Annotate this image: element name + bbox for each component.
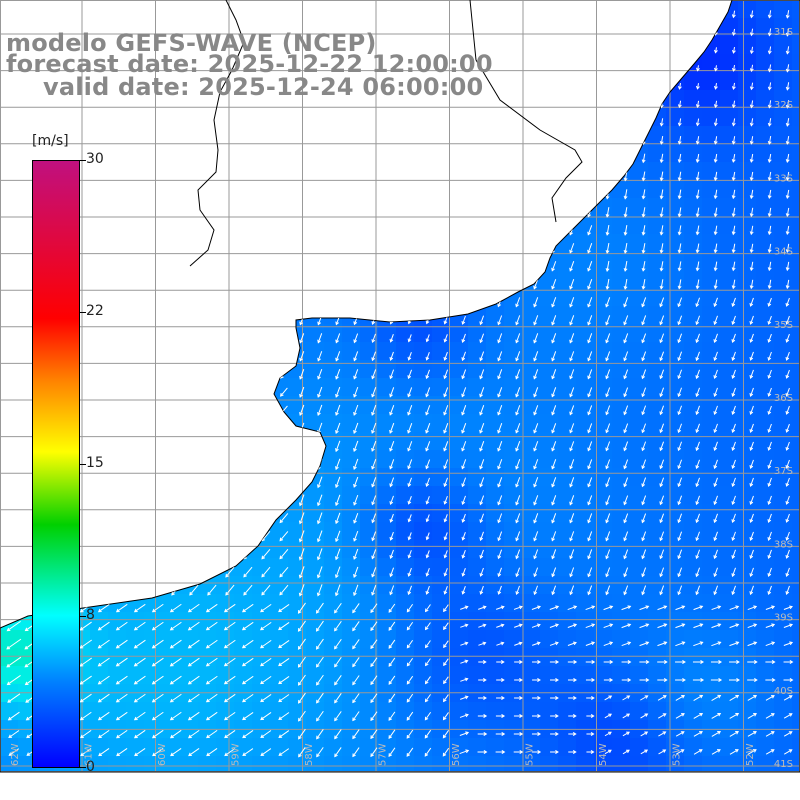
lon-label-53w: 53W bbox=[672, 743, 683, 766]
lon-label-62w: 62W bbox=[10, 743, 21, 766]
latitude-labels: 31S 32S 33S 34S 35S 36S 37S 38S 39S 40S 41S bbox=[774, 27, 793, 770]
lat-label-41s: 41S bbox=[774, 759, 793, 770]
coastline bbox=[0, 0, 800, 773]
legend-tickmark-8 bbox=[80, 616, 86, 617]
color-legend: [m/s] 30 22 15 8 0 bbox=[0, 130, 120, 780]
longitude-labels: 62W 61W 60W 59W 58W 57W 56W 55W 54W 53W 52W bbox=[10, 743, 756, 766]
lat-label-38s: 38S bbox=[774, 539, 793, 550]
lat-label-35s: 35S bbox=[774, 320, 793, 331]
lon-label-61w: 61W bbox=[84, 743, 95, 766]
lon-label-59w: 59W bbox=[231, 743, 242, 766]
legend-tickmark-22 bbox=[80, 312, 86, 313]
lon-label-56w: 56W bbox=[451, 743, 462, 766]
lat-label-39s: 39S bbox=[774, 613, 793, 624]
lat-label-32s: 32S bbox=[774, 100, 793, 111]
legend-tickmark-0 bbox=[80, 767, 86, 768]
legend-tick-30: 30 bbox=[86, 151, 104, 167]
lon-label-55w: 55W bbox=[525, 743, 536, 766]
lat-label-36s: 36S bbox=[774, 393, 793, 404]
lon-label-54w: 54W bbox=[598, 743, 609, 766]
lat-label-31s: 31S bbox=[774, 27, 793, 38]
legend-tick-0: 0 bbox=[86, 759, 95, 775]
title-valid-date: valid date: 2025-12-24 06:00:00 bbox=[43, 73, 484, 101]
legend-tick-15: 15 bbox=[86, 455, 104, 471]
title-forecast-date: forecast date: 2025-12-22 12:00:00 bbox=[6, 50, 493, 78]
legend-unit: [m/s] bbox=[32, 133, 69, 149]
legend-tick-22: 22 bbox=[86, 303, 104, 319]
lon-label-60w: 60W bbox=[157, 743, 168, 766]
lon-label-57w: 57W bbox=[378, 743, 389, 766]
lat-lon-grid bbox=[0, 0, 800, 772]
legend-tickmark-15 bbox=[80, 464, 86, 465]
title-model: modelo GEFS-WAVE (NCEP) bbox=[6, 29, 377, 57]
lat-label-34s: 34S bbox=[774, 247, 793, 258]
lon-label-52w: 52W bbox=[745, 743, 756, 766]
legend-colorbar bbox=[32, 160, 80, 768]
legend-tickmark-30 bbox=[80, 160, 86, 161]
lat-label-33s: 33S bbox=[774, 173, 793, 184]
lon-label-58w: 58W bbox=[304, 743, 315, 766]
lat-label-37s: 37S bbox=[774, 466, 793, 477]
lat-label-40s: 40S bbox=[774, 686, 793, 697]
legend-tick-8: 8 bbox=[86, 607, 95, 623]
